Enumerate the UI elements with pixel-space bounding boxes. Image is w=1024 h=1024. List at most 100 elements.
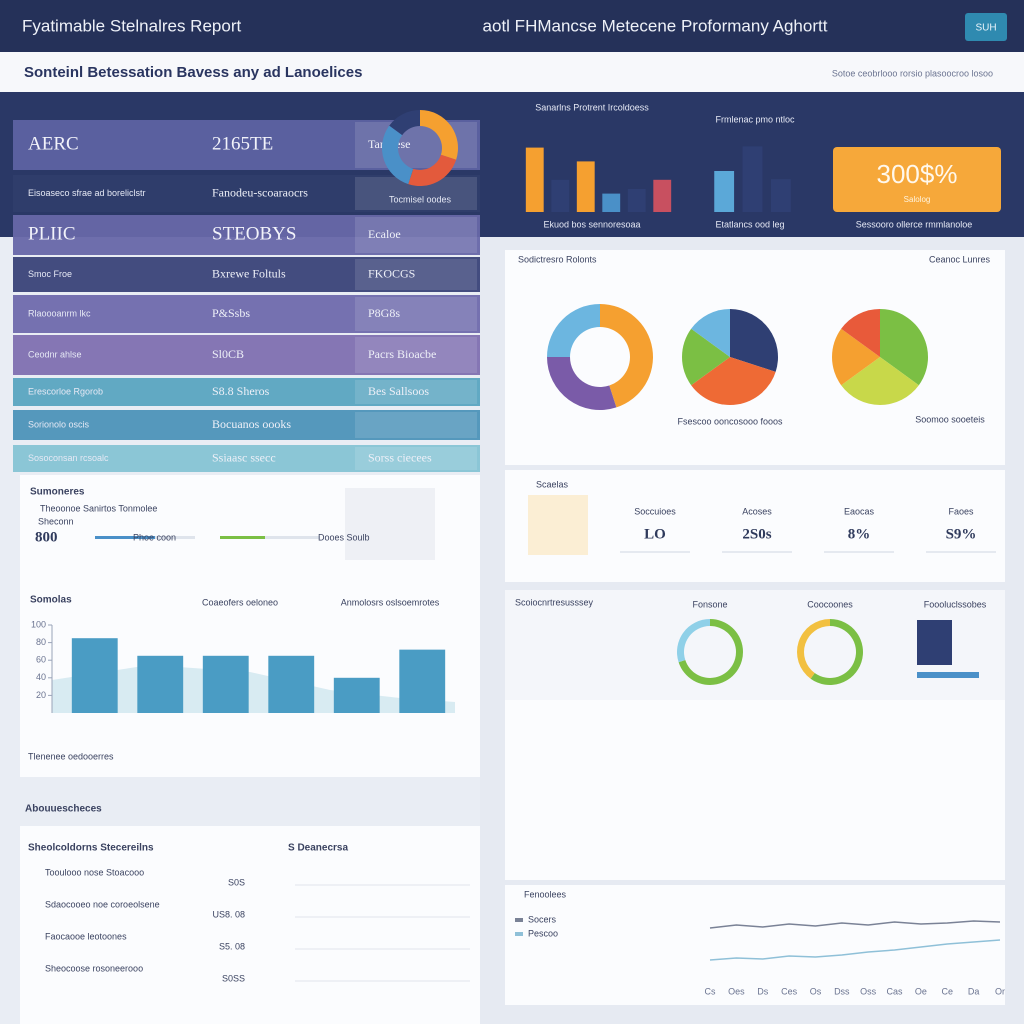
kpi-row-cell <box>355 447 477 470</box>
pie-slice <box>420 110 458 160</box>
line-legend: Socers Pescoo <box>515 914 558 938</box>
legend-label: Pescoo <box>528 928 558 938</box>
bar <box>551 179 570 212</box>
x-tick-label: Da <box>968 986 980 996</box>
x-tick-label: Ces <box>781 986 798 996</box>
pie-slice <box>547 304 600 357</box>
x-tick-label: Dss <box>834 986 850 996</box>
badge-text: SUH <box>975 23 996 34</box>
subheader-title: Sonteinl Betessation Bavess any ad Lanoe… <box>24 64 362 81</box>
pie-slice <box>797 619 830 679</box>
kpi-row-extra: Pacrs Bioacbe <box>368 347 436 361</box>
about-value: S0S <box>228 877 245 887</box>
y-tick-label: 100 <box>31 619 46 629</box>
kpi-row-label: Erescorloe Rgorob <box>28 386 103 396</box>
pie-caption-1: Fsescoo ooncosooo fooos <box>677 416 783 426</box>
kpi-row-label: Ceodnr ahlse <box>28 349 82 359</box>
pie-card-title: Sodictresro Rolonts <box>518 254 597 264</box>
summary-value: 800 <box>35 529 58 545</box>
kpi-row-label: PLIIC <box>28 223 76 244</box>
pie-slice <box>841 309 880 357</box>
kpi-label: Salolog <box>904 195 931 204</box>
kpi-row-value: Fanodeu-scoaraocrs <box>212 185 308 199</box>
bar <box>137 655 184 713</box>
progress-track <box>220 536 320 539</box>
bar <box>653 179 672 212</box>
about-title: Abouuescheces <box>25 804 102 815</box>
kpi-row <box>13 295 480 333</box>
x-tick-label: Oe <box>915 986 927 996</box>
about-item: Faocaooe leotoones <box>45 931 127 941</box>
y-tick-label: 60 <box>36 655 46 665</box>
stat-value: 2S0s <box>742 526 771 542</box>
bar <box>333 677 380 713</box>
bar <box>71 638 118 713</box>
kpi-row-value: Ssiaasc ssecc <box>212 450 276 464</box>
x-tick-label: Ce <box>942 986 954 996</box>
kpi-row <box>13 378 480 406</box>
bar <box>525 147 544 212</box>
bars2-title: Frmlenac pmo ntloc <box>715 114 795 124</box>
progress-name: Dooes Soulb <box>318 532 370 542</box>
kpi-value: 300$% <box>877 159 958 189</box>
about-right-title: S Deanecrsa <box>288 843 348 854</box>
kpi-row-label: AERC <box>28 133 79 154</box>
pie-slice <box>677 619 710 663</box>
y-tick-label: 20 <box>36 690 46 700</box>
stat-icon <box>528 495 588 555</box>
kpi-row-value: P&Ssbs <box>212 306 250 320</box>
progress-fill <box>220 536 265 539</box>
kpi-row-value: Bxrewe Foltuls <box>212 266 286 280</box>
line-title: Fenoolees <box>524 889 567 899</box>
kpi-row-cell <box>355 217 477 253</box>
about-card <box>20 826 480 1024</box>
bars-subtitle-2: Anmolosrs oslsoemrotes <box>341 597 440 607</box>
y-tick-label: 40 <box>36 672 46 682</box>
kpi-row-label: Eisoaseco sfrae ad boreliclstr <box>28 188 146 198</box>
x-tick-label: Or <box>995 986 1005 996</box>
kpi-row-label: Sosoconsan rcsoalc <box>28 453 109 463</box>
bar <box>399 649 446 713</box>
stat-label: Eaocas <box>844 506 875 516</box>
kpi-row-cell <box>355 380 477 404</box>
kpi-row-value: S8.8 Sheros <box>212 384 270 398</box>
pie-slice <box>730 309 778 372</box>
bar <box>602 193 621 212</box>
bar <box>714 171 735 212</box>
stat-value: S9% <box>946 526 977 542</box>
kpi-row-label: Rlaoooanrm lkc <box>28 308 91 318</box>
legend-swatch <box>515 918 523 922</box>
stat-value: 8% <box>848 526 871 542</box>
bar <box>202 655 249 713</box>
pie-slice <box>682 328 730 386</box>
pie-slice <box>691 357 776 405</box>
stat-label: Soccuioes <box>634 506 676 516</box>
legend-swatch <box>515 932 523 936</box>
kpi-row <box>13 445 480 472</box>
about-value: S0SS <box>222 973 245 983</box>
kpi-row-cell <box>355 412 477 438</box>
kpi-row-cell <box>355 297 477 331</box>
stat-card <box>505 470 1005 582</box>
x-tick-label: Oes <box>728 986 745 996</box>
bar <box>627 189 646 212</box>
kpi-row-value: Sl0CB <box>212 347 244 361</box>
kpi-row-extra: Bes Sallsoos <box>368 384 429 398</box>
bars-caption: Tlenenee oedooerres <box>28 751 114 761</box>
badge[interactable] <box>965 13 1007 41</box>
pie-slice <box>389 110 420 136</box>
bar <box>742 146 763 212</box>
subheader-note: Sotoe ceobrlooo rorsio plasoocroo losoo <box>832 68 993 78</box>
kpi-row-label: Sorionolo oscis <box>28 419 90 429</box>
line-series <box>709 920 1001 929</box>
mid-label-2: Coocoones <box>807 599 853 609</box>
about-item: Sdaocooeo noe coroeolsene <box>45 899 160 909</box>
bar <box>268 655 315 713</box>
x-tick-label: Cs <box>705 986 716 996</box>
progress-name: Phoe coon <box>133 532 176 542</box>
x-tick-label: Oss <box>860 986 877 996</box>
stat-value: LO <box>644 526 666 542</box>
bars1-title: Sanarlns Protrent Ircoldoess <box>535 102 649 112</box>
about-left-title: Sheolcoldorns Stecereilns <box>28 843 154 854</box>
bars2-caption: Etatlancs ood leg <box>715 219 784 229</box>
